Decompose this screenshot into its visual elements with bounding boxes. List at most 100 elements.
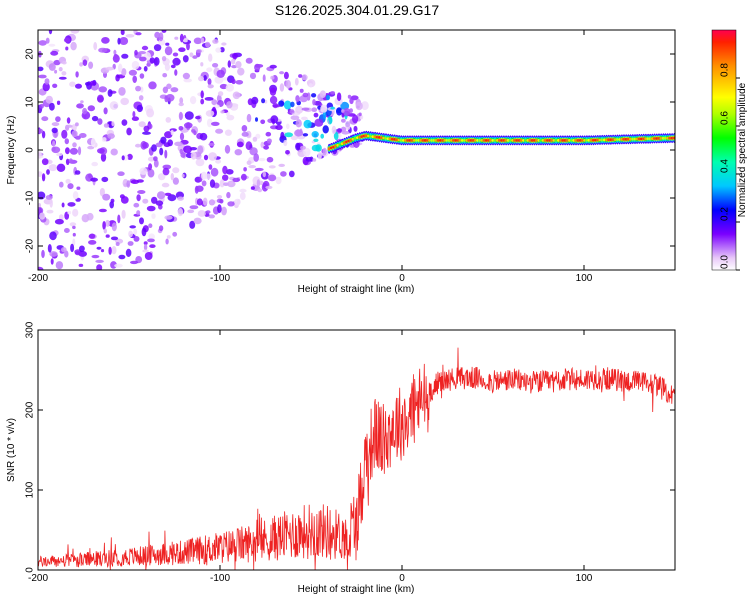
spectrogram-cell (78, 263, 84, 267)
spectrogram-cell (212, 39, 219, 44)
spectrogram-cell (255, 117, 258, 122)
spectrogram-cell (61, 60, 67, 65)
spectrogram-cell (100, 153, 107, 162)
spectrogram-cell (144, 252, 153, 260)
spectrogram-cell (45, 195, 53, 200)
spectrogram-cell (58, 67, 63, 72)
spectrogram-cell (48, 43, 56, 47)
spectrogram-cell (249, 147, 258, 156)
spectrogram-cell (254, 167, 264, 172)
spectrogram-cell (222, 165, 228, 175)
spectrogram-cell (234, 149, 243, 156)
spectrogram-cell (283, 71, 289, 80)
spectrogram-cell (146, 205, 156, 212)
spectrogram-cell (53, 59, 61, 66)
spectrogram-cell (189, 205, 199, 210)
spectrogram-cell (41, 249, 45, 259)
spectrogram-cell (167, 194, 177, 202)
spectrogram-cell (79, 62, 83, 67)
spectrogram-cell (38, 151, 42, 159)
spectrogram-cell (65, 46, 69, 51)
snr-xlabel: Height of straight line (km) (298, 584, 415, 595)
spectrogram-cell (69, 147, 78, 155)
spectrogram-cell (311, 131, 319, 138)
spectrogram-cell (284, 132, 294, 138)
spectrogram-cell (91, 161, 98, 167)
spectrogram-cell (41, 158, 49, 166)
spectrogram-cell (113, 53, 119, 59)
spectrogram-cell (239, 192, 246, 201)
spectrogram-cell (283, 139, 288, 147)
colorbar-tick-label: 0.4 (720, 159, 731, 173)
spectrogram-cell (295, 105, 304, 114)
spectrogram-cell (49, 102, 55, 111)
spectrogram-cell (205, 41, 211, 48)
spectrogram-cell (221, 206, 227, 216)
spectrogram-cell (107, 89, 113, 97)
spectrogram-cell (75, 83, 82, 89)
spectrogram-cell (141, 45, 149, 51)
spectrogram-cell (336, 107, 343, 116)
spectrogram-cell (61, 247, 67, 253)
y-tick-label: 300 (25, 321, 36, 338)
spectrogram-cell (249, 72, 257, 80)
spectrogram-cell (340, 126, 347, 133)
spectrogram-cell (201, 37, 205, 44)
y-tick-label: -20 (25, 238, 36, 253)
spectrogram-cell (136, 179, 144, 183)
spectrogram-cell (101, 176, 109, 183)
spectrogram-cell (172, 177, 179, 185)
spectrogram-cell (180, 152, 186, 158)
y-tick-label: -10 (25, 190, 36, 205)
y-tick-label: 100 (25, 481, 36, 498)
spectrogram-cell (300, 145, 306, 150)
spectrogram-cell (166, 235, 171, 239)
spectrogram-cell (70, 30, 80, 34)
spectrogram-cell (209, 179, 216, 188)
spectrogram-cell (126, 180, 131, 188)
spectrogram-cell (349, 97, 354, 105)
spectrogram-cell (108, 246, 112, 255)
spectrogram-cell (49, 198, 53, 208)
spectrogram-cell (138, 95, 144, 101)
spectrogram-cell (38, 171, 43, 177)
spectrogram-cell (136, 194, 141, 202)
spectrogram-cell (258, 157, 266, 162)
spectrogram-cell (64, 250, 69, 258)
spectrogram-cell (215, 47, 222, 53)
spectrogram-cell (135, 85, 142, 92)
spectrogram-cell (241, 124, 248, 132)
spectrogram-cell (100, 249, 105, 253)
spectrogram-cell (156, 191, 166, 200)
spectrogram-cell (164, 46, 173, 56)
spectrogram-cell (88, 240, 97, 245)
spectrogram-cell (165, 42, 170, 46)
spectrogram-cell (225, 83, 234, 92)
spectrogram-cell (74, 135, 81, 140)
spectrogram-cell (200, 90, 204, 99)
y-tick-label: 10 (25, 96, 36, 108)
spectrogram-cell (325, 94, 331, 101)
spectrogram-cell (38, 191, 46, 200)
spectrogram-cell (98, 47, 108, 53)
spectrogram-cell (221, 42, 227, 46)
spectrogram-cell (341, 118, 346, 123)
spectrogram-cell (336, 92, 342, 101)
spectrogram-cell (70, 41, 77, 51)
spectrogram-cell (135, 143, 141, 148)
spectrogram-cell (275, 176, 282, 185)
spectrogram-cell (128, 69, 137, 76)
colorbar-tick-label: 0.2 (720, 207, 731, 221)
spectrogram-cell (64, 138, 70, 145)
spectrogram-cell (205, 213, 210, 217)
spectrogram-cell (312, 158, 317, 162)
colorbar-axes: 0.0 0.2 0.4 0.6 0.8 (720, 63, 740, 271)
spectrogram-cell (142, 142, 149, 149)
spectrogram-cell (128, 230, 134, 238)
spectrogram-cell (205, 173, 212, 180)
spectrogram-cell (110, 148, 118, 156)
spectrogram-cell (41, 130, 46, 139)
spectrogram-cell (195, 115, 201, 120)
spectrogram-cell (330, 106, 335, 110)
